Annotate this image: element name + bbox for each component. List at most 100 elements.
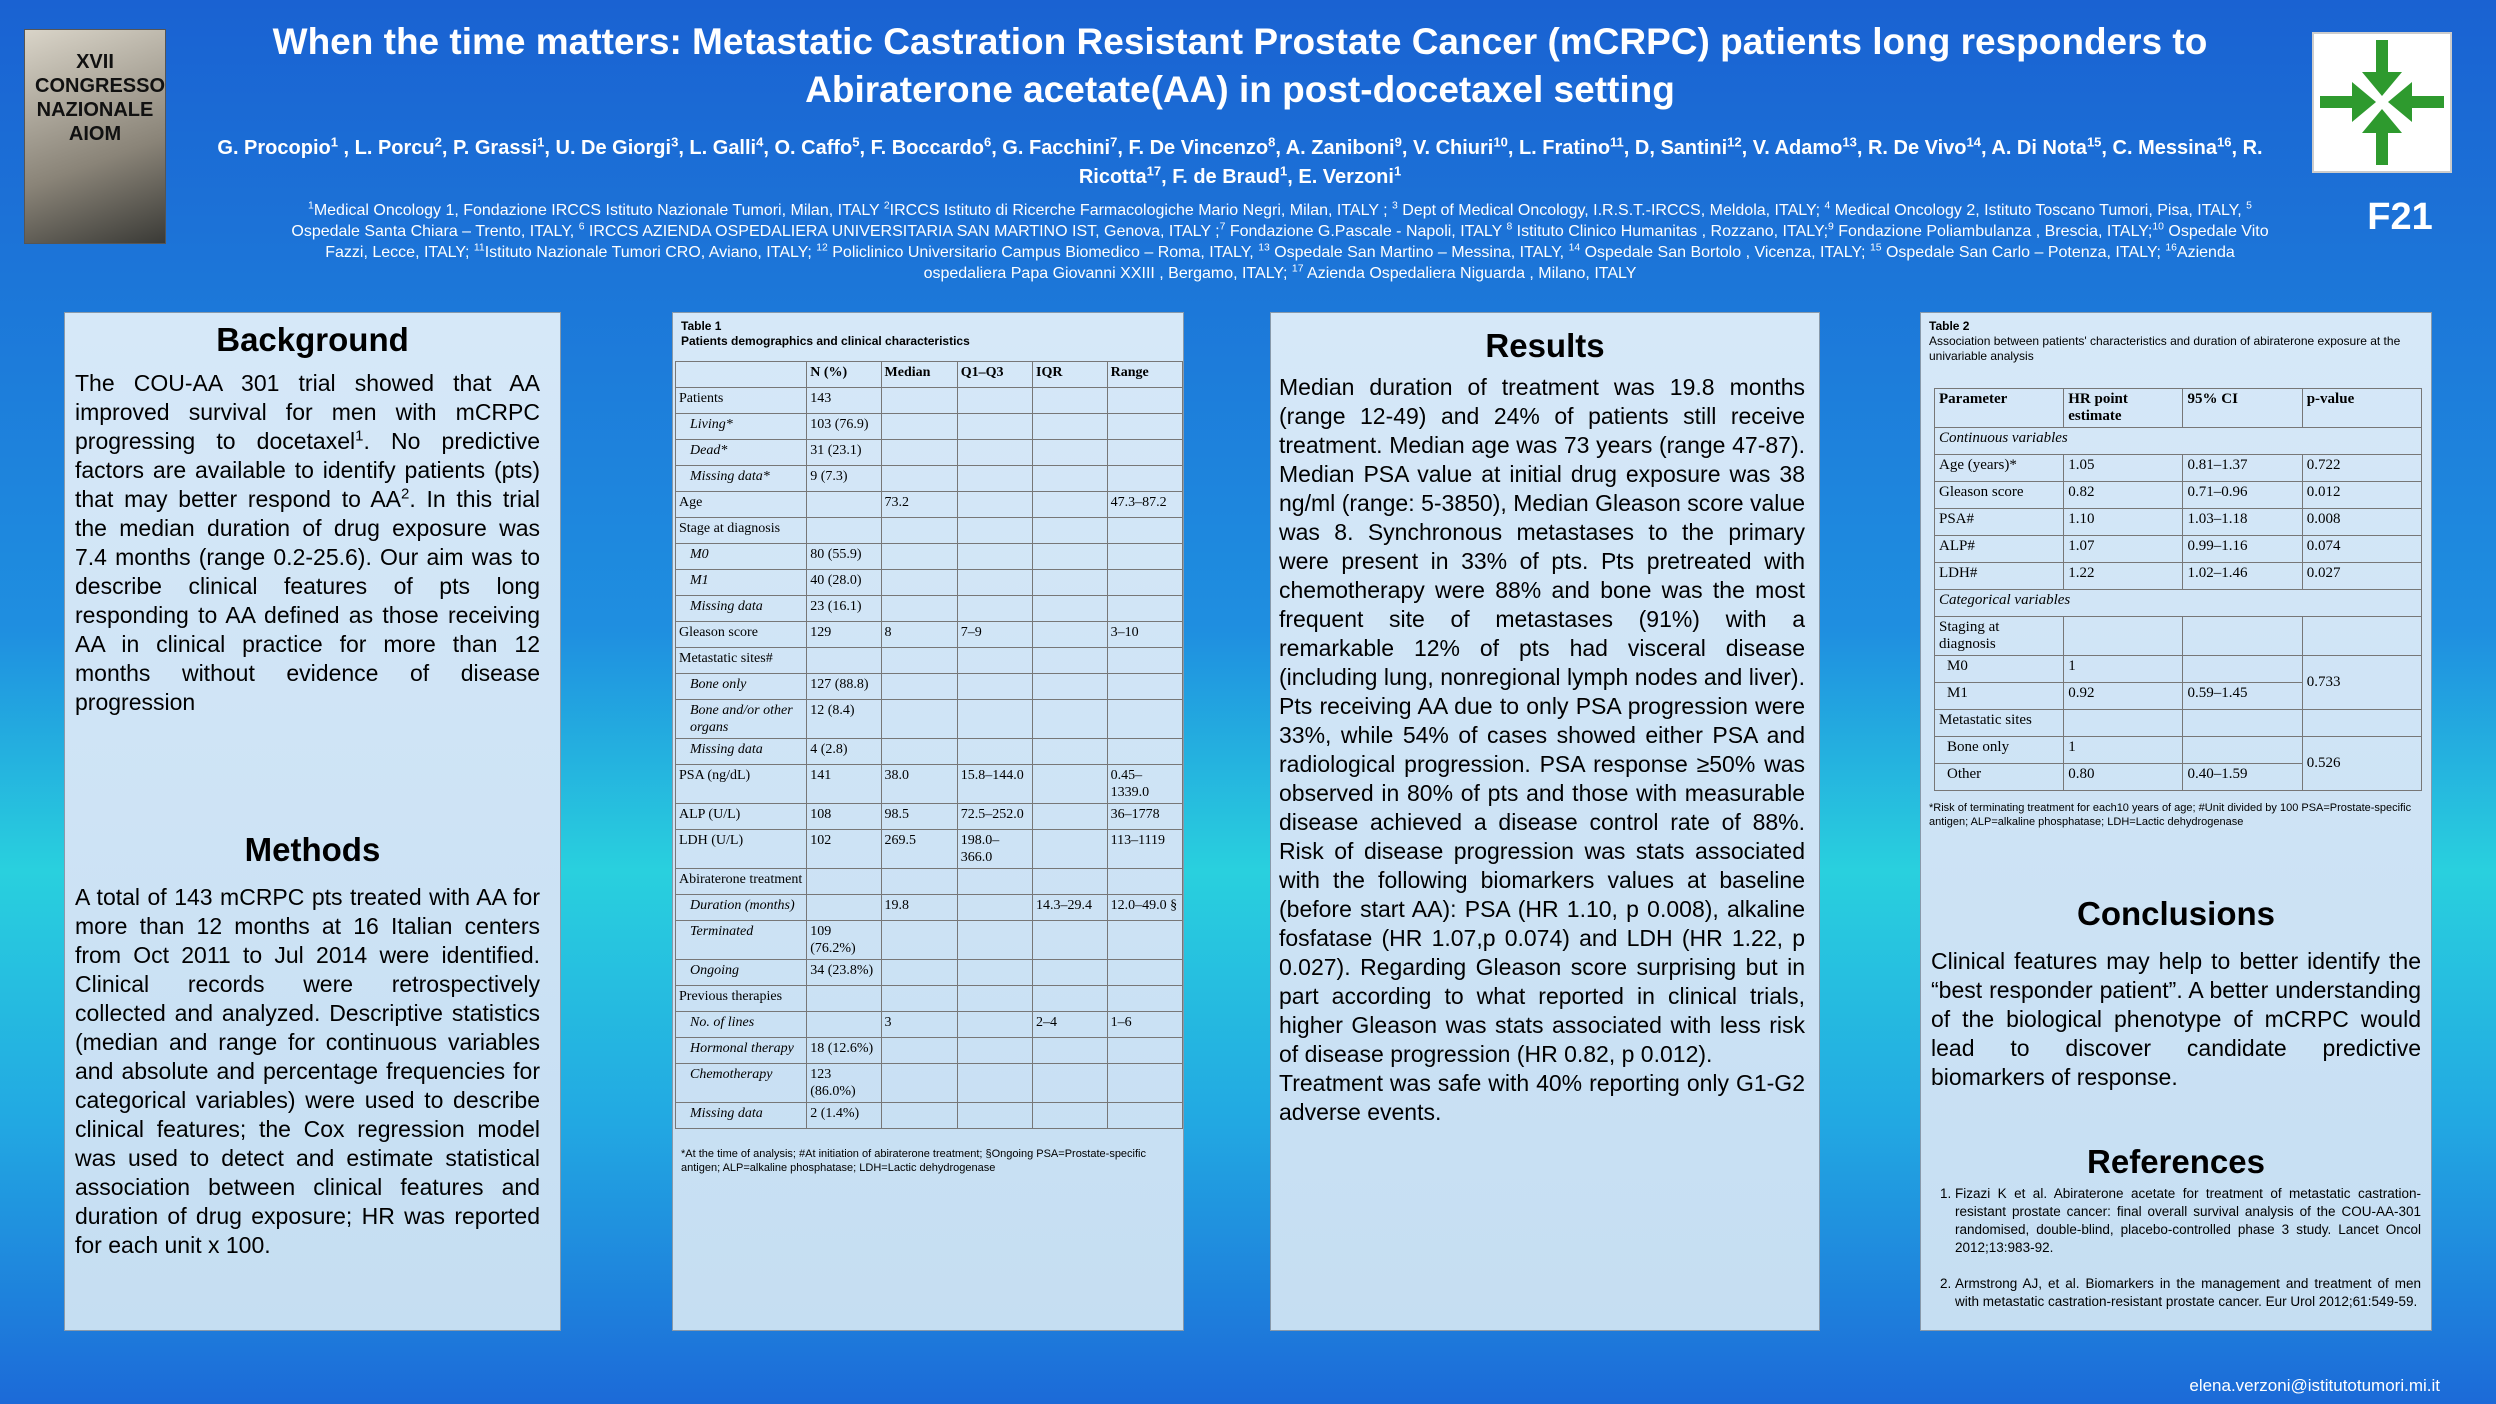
contact-email: elena.verzoni@istitutotumori.mi.it (2189, 1376, 2440, 1395)
table-cell: 38.0 (880, 764, 958, 804)
table-cell: 0.526 (2301, 736, 2423, 791)
table-row: Metastatic sites (1933, 709, 2423, 737)
table-cell: 1–6 (1106, 1011, 1184, 1038)
table-cell: 123 (86.0%) (806, 1063, 882, 1103)
table-cell (880, 387, 958, 414)
table-cell: 198.0–366.0 (956, 829, 1034, 869)
table-cell (2301, 709, 2423, 737)
superscript: 12 (1727, 134, 1742, 150)
table-header-cell: Parameter (1933, 388, 2065, 428)
table-cell: 127 (88.8) (806, 673, 882, 700)
table-section-cell: Categorical variables (1934, 589, 2422, 617)
table-cell: Missing data* (674, 465, 808, 492)
superscript: 3 (671, 134, 679, 150)
superscript: 6 (983, 134, 992, 150)
table-cell (880, 1037, 958, 1064)
congress-logo: XVII CONGRESSO NAZIONALE AIOM (24, 29, 166, 244)
superscript: 4 (1824, 200, 1831, 212)
table-cell (1106, 1102, 1184, 1129)
table-cell (880, 1063, 958, 1103)
text-run: , R. De Vivo (1856, 137, 1967, 159)
text-run: Policlinico Universitario Campus Biomedi… (827, 244, 1259, 261)
table-cell: LDH (U/L) (674, 829, 808, 869)
table-cell: Bone and/or other organs (674, 699, 808, 739)
section-heading: Methods (244, 831, 381, 868)
superscript: 10 (2152, 221, 2164, 233)
table-cell (880, 738, 958, 765)
table-cell (1032, 829, 1108, 869)
text-run: , F. De Vincenzo (1117, 137, 1269, 159)
table-cell: 108 (806, 803, 882, 830)
table-cell (1106, 387, 1184, 414)
table-cell (1106, 738, 1184, 765)
table-row: PSA# 1.10 1.03–1.18 0.008 (1933, 508, 2423, 536)
table-cell: Metastatic sites (1933, 709, 2065, 737)
table-cell (880, 868, 958, 895)
table-cell: 34 (23.8%) (806, 959, 882, 986)
table-cell: PSA (ng/dL) (674, 764, 808, 804)
table-cell: 12 (8.4) (806, 699, 882, 739)
superscript: 2 (434, 134, 442, 150)
right-panel: Table 2 Association between patients' ch… (1920, 312, 2432, 1331)
table-cell (1106, 543, 1184, 570)
table-cell (1032, 764, 1108, 804)
text-run: . In this trial the median duration of d… (75, 486, 540, 715)
table-row: M0 1 0.733 (1933, 655, 2423, 710)
text-run: Ospedale San Martino – Messina, ITALY, (1269, 244, 1569, 261)
table-row: Metastatic sites# (674, 647, 1184, 674)
table-cell: Other (1933, 763, 2065, 791)
table-cell: Bone only (1933, 736, 2065, 764)
table-label: Table 2 (1929, 319, 1970, 333)
table-cell: 2 (1.4%) (806, 1102, 882, 1129)
table-cell: No. of lines (674, 1011, 808, 1038)
table-cell: 72.5–252.0 (956, 803, 1034, 830)
text-run: Dept of Medical Oncology, I.R.S.T.-IRCCS… (1397, 202, 1825, 219)
superscript: 15 (2086, 134, 2102, 150)
table-cell: 109 (76.2%) (806, 920, 882, 960)
table-cell: 102 (806, 829, 882, 869)
table-cell (956, 569, 1034, 596)
table-row: Missing data 23 (16.1) (674, 595, 1184, 622)
text-run: , E. Verzoni (1287, 166, 1394, 188)
table-cell: M0 (1933, 655, 2065, 683)
table-row: LDH (U/L) 102 269.5 198.0–366.0 113–1119 (674, 829, 1184, 869)
table-cell (806, 517, 882, 544)
table-cell (956, 868, 1034, 895)
table-cell: Gleason score (1933, 481, 2065, 509)
superscript: 15 (1869, 242, 1882, 254)
table-cell: Gleason score (674, 621, 808, 648)
table-cell (1032, 738, 1108, 765)
table-cell (1106, 673, 1184, 700)
table-cell (1032, 465, 1108, 492)
conclusions-text: Clinical features may help to better ide… (1931, 948, 2421, 1090)
text-run: Fondazione G.Pascale - Napoli, ITALY (1225, 223, 1507, 240)
table-cell: 12.0–49.0 § (1106, 894, 1184, 921)
text-run: , C. Messina (2101, 137, 2218, 159)
table-cell: M0 (674, 543, 808, 570)
table-cell: Age (years)* (1933, 454, 2065, 482)
table-cell: 0.722 (2301, 454, 2423, 482)
table-cell: 1.10 (2063, 508, 2184, 536)
table-cell: Previous therapies (674, 985, 808, 1012)
table-cell (1032, 543, 1108, 570)
table-cell: Bone only (674, 673, 808, 700)
text-run: , F. de Braud (1161, 166, 1280, 188)
table-cell: 1 (2063, 655, 2184, 683)
superscript: 11 (473, 242, 485, 254)
table-cell: Terminated (674, 920, 808, 960)
table-cell: PSA# (1933, 508, 2065, 536)
table-cell (1106, 569, 1184, 596)
table-row: ALP (U/L) 108 98.5 72.5–252.0 36–1778 (674, 803, 1184, 830)
table-cell: Duration (months) (674, 894, 808, 921)
table-cell (1106, 1037, 1184, 1064)
superscript: 14 (1568, 242, 1581, 254)
poster-title: When the time matters: Metastatic Castra… (272, 21, 2208, 110)
table-cell (956, 465, 1034, 492)
table-cell (1032, 1037, 1108, 1064)
table-caption: Association between patients' characteri… (1929, 334, 2401, 363)
reference-item: Fizazi K et al. Abiraterone acetate for … (1955, 1185, 2421, 1257)
superscript: 9 (1828, 221, 1834, 233)
superscript: 6 (578, 221, 585, 233)
text-run: , L. Porcu (337, 137, 435, 159)
